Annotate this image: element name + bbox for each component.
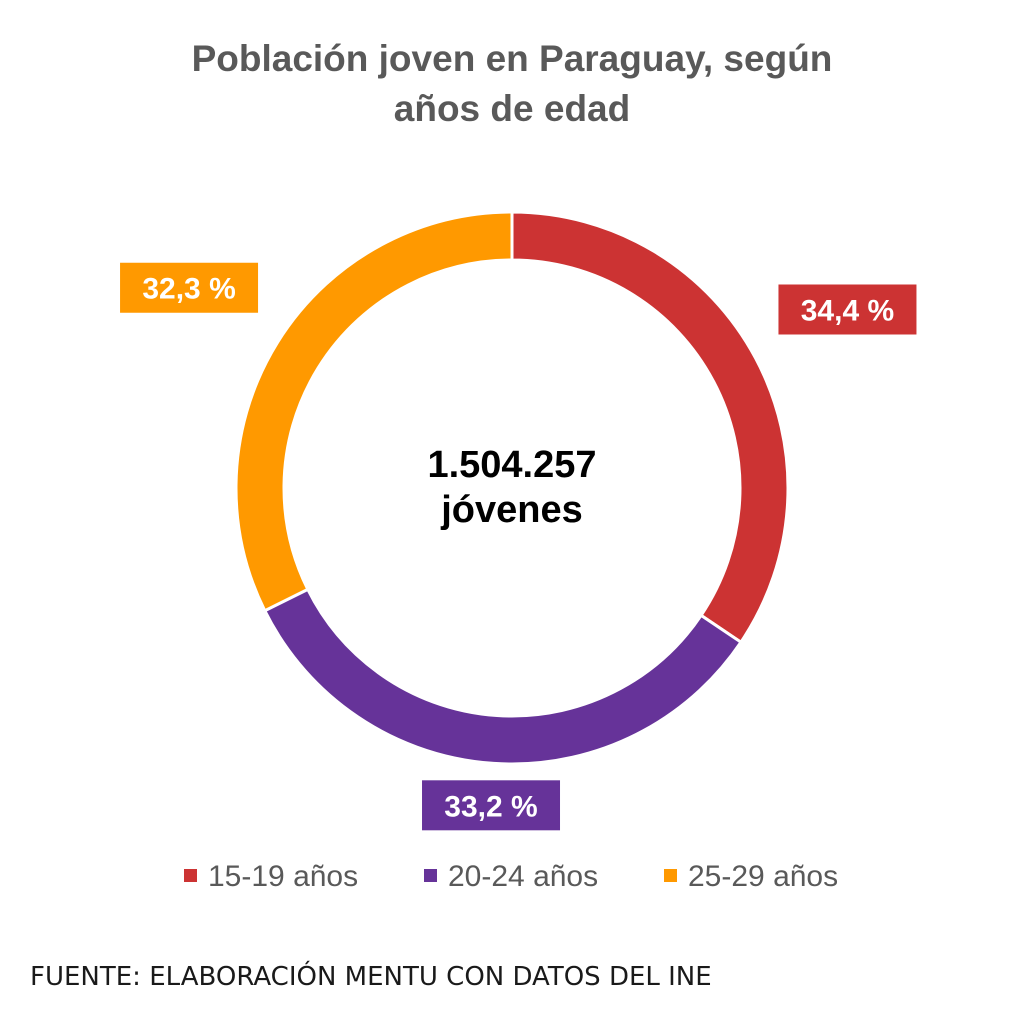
chart-title-line-2: años de edad <box>393 88 631 129</box>
legend-label-1: 15-19 años <box>208 860 358 893</box>
data-label-text-2: 33,2 % <box>444 790 537 823</box>
legend-swatch-1 <box>184 869 197 882</box>
donut-slices <box>234 210 790 766</box>
center-caption: jóvenes <box>440 489 583 531</box>
legend-item-1: 15-19 años <box>184 860 358 893</box>
chart-title: Población joven en Paraguay, según años … <box>0 34 1024 134</box>
legend-label-3: 25-29 años <box>688 860 838 893</box>
donut-slice-2 <box>262 587 743 766</box>
chart-title-line-1: Población joven en Paraguay, según <box>191 38 833 79</box>
source-note: FUENTE: ELABORACIÓN MENTU CON DATOS DEL … <box>30 962 712 992</box>
data-labels: 34,4 % 33,2 % 32,3 % <box>120 262 917 831</box>
data-label-1: 34,4 % <box>778 284 917 335</box>
legend-label-2: 20-24 años <box>448 860 598 893</box>
data-label-text-3: 32,3 % <box>142 273 235 306</box>
data-label-box-2 <box>422 780 561 831</box>
center-total: 1.504.257 <box>427 444 596 486</box>
data-label-2: 33,2 % <box>422 780 561 831</box>
donut-slice-1 <box>510 210 790 645</box>
legend: 15-19 años 20-24 años 25-29 años <box>184 860 838 893</box>
data-label-3: 32,3 % <box>120 262 259 313</box>
donut-slice-3 <box>234 210 514 613</box>
legend-item-3: 25-29 años <box>664 860 838 893</box>
legend-swatch-2 <box>424 869 437 882</box>
data-label-text-1: 34,4 % <box>801 294 894 327</box>
legend-item-2: 20-24 años <box>424 860 598 893</box>
data-label-box-1 <box>778 284 917 335</box>
data-label-box-3 <box>120 262 259 313</box>
legend-swatch-3 <box>664 869 677 882</box>
